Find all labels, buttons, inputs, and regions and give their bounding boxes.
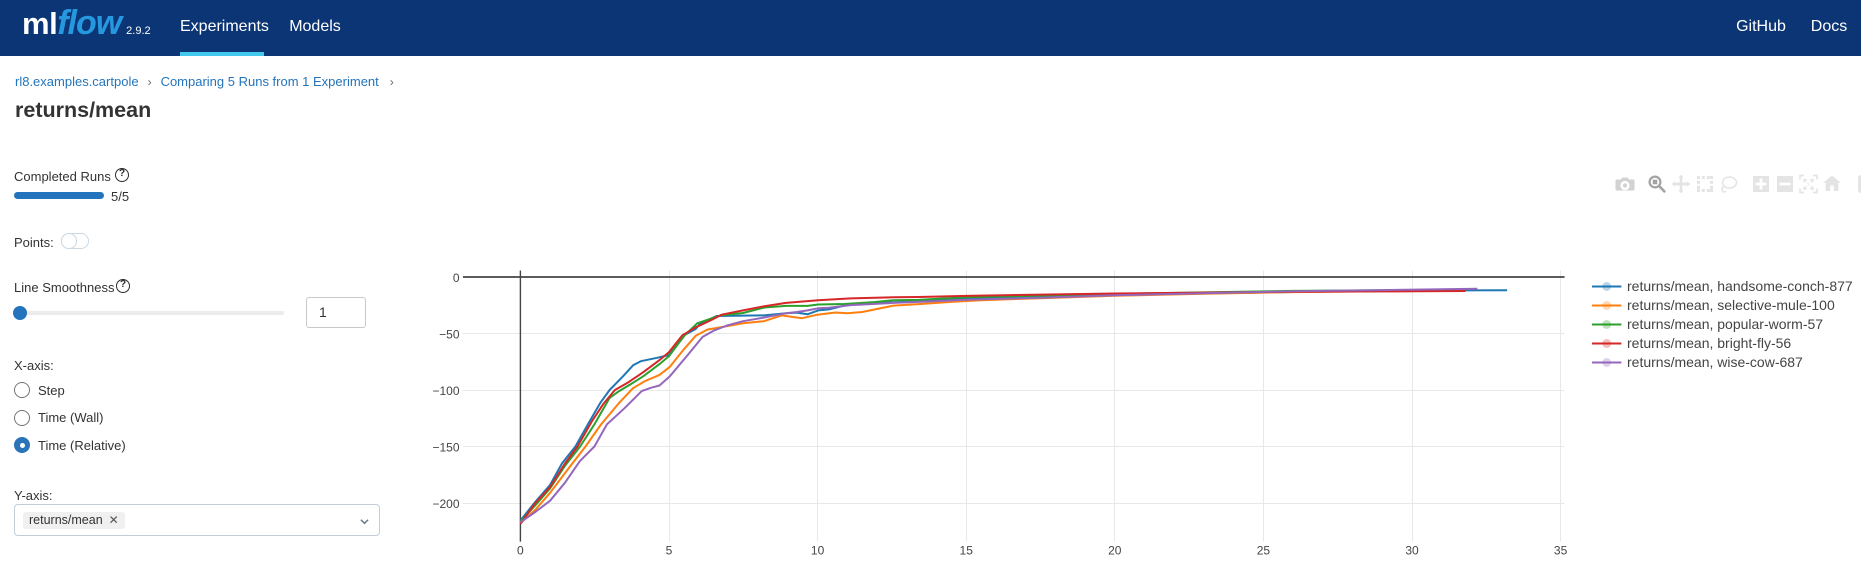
svg-text:returns/mean, wise-cow-687: returns/mean, wise-cow-687: [1627, 354, 1803, 370]
svg-text:returns/mean, selective-mule-1: returns/mean, selective-mule-100: [1627, 297, 1835, 313]
svg-text:0: 0: [517, 543, 524, 557]
svg-text:−100: −100: [432, 384, 459, 398]
svg-text:−200: −200: [432, 497, 459, 511]
svg-text:15: 15: [960, 543, 974, 557]
svg-text:35: 35: [1554, 543, 1568, 557]
svg-text:5: 5: [666, 543, 673, 557]
svg-text:20: 20: [1108, 543, 1122, 557]
svg-text:returns/mean, popular-worm-57: returns/mean, popular-worm-57: [1627, 316, 1823, 332]
svg-text:returns/mean, bright-fly-56: returns/mean, bright-fly-56: [1627, 335, 1791, 351]
svg-text:−150: −150: [432, 440, 459, 454]
svg-text:−50: −50: [439, 327, 460, 341]
svg-text:25: 25: [1257, 543, 1271, 557]
svg-text:returns/mean, handsome-conch-8: returns/mean, handsome-conch-877: [1627, 278, 1853, 294]
svg-text:10: 10: [811, 543, 825, 557]
svg-text:0: 0: [453, 271, 460, 285]
svg-text:30: 30: [1405, 543, 1419, 557]
